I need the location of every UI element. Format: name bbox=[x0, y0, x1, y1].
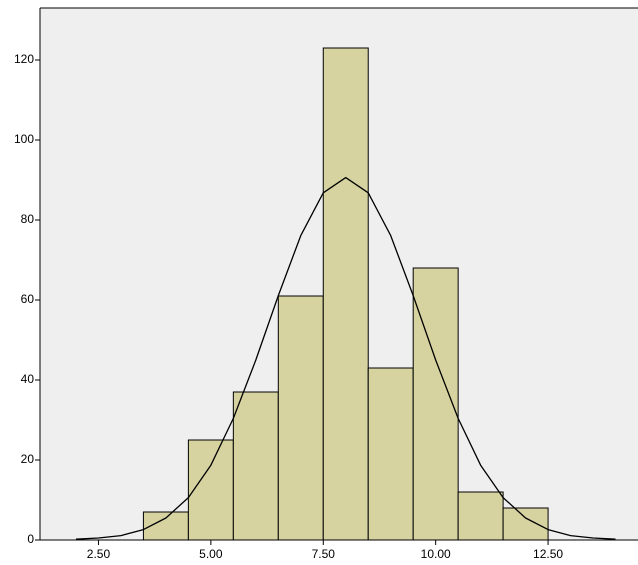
x-tick-label: 2.50 bbox=[87, 547, 111, 561]
x-tick-label: 10.00 bbox=[421, 547, 451, 561]
bar bbox=[232, 391, 279, 541]
marks bbox=[75, 47, 616, 541]
x-tick-label: 5.00 bbox=[199, 547, 223, 561]
x-tick-label: 7.50 bbox=[312, 547, 336, 561]
bar bbox=[502, 507, 549, 541]
bar bbox=[412, 267, 459, 541]
bar bbox=[187, 439, 234, 541]
y-tick-label: 100 bbox=[14, 132, 34, 146]
y-tick-label: 40 bbox=[21, 372, 35, 386]
y-tick-label: 20 bbox=[21, 452, 35, 466]
y-tick-label: 0 bbox=[27, 532, 34, 546]
y-tick-label: 80 bbox=[21, 212, 35, 226]
bar bbox=[277, 295, 324, 541]
bar bbox=[367, 367, 414, 541]
normal-curve bbox=[75, 176, 616, 540]
y-tick-label: 60 bbox=[21, 292, 35, 306]
y-tick-label: 120 bbox=[14, 52, 34, 66]
bar bbox=[457, 491, 504, 541]
x-tick-label: 12.50 bbox=[533, 547, 563, 561]
bar bbox=[322, 47, 369, 541]
